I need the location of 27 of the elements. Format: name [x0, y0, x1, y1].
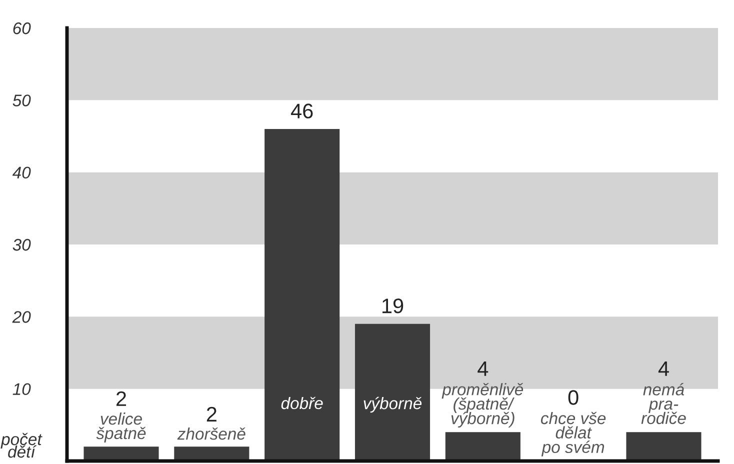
x-tick-label: velice špatně	[96, 412, 146, 442]
bar	[445, 432, 520, 461]
data-label: 4	[478, 362, 488, 376]
x-tick-label: výborně	[364, 396, 422, 413]
bar	[84, 446, 159, 461]
y-tick-label: 10	[12, 383, 31, 396]
y-tick-label: 20	[12, 311, 31, 323]
bar	[626, 432, 702, 461]
data-label: 4	[658, 362, 669, 376]
y-tick-label: 50	[12, 94, 31, 106]
data-label: 19	[382, 298, 404, 314]
bar	[264, 129, 340, 461]
bar	[174, 446, 250, 461]
y-tick-label: 40	[12, 166, 31, 179]
x-tick-label: zhoršeně	[177, 427, 246, 440]
bar	[354, 324, 430, 461]
x-tick-label: nemá pra- rodiče	[641, 382, 686, 424]
data-label: 2	[116, 391, 126, 406]
y-tick-label: 30	[12, 238, 31, 251]
y-tick-label: 60	[13, 22, 31, 34]
data-label: 2	[206, 406, 216, 422]
y-axis-title: počet dětí	[0, 432, 42, 458]
data-label: 46	[290, 104, 313, 118]
x-tick-label: chce vše dělat po svém	[540, 412, 606, 456]
x-tick-label: dobře	[281, 396, 323, 410]
data-label: 0	[568, 390, 578, 405]
x-tick-label: proměnlivě (špatně/ výborně)	[442, 383, 524, 428]
